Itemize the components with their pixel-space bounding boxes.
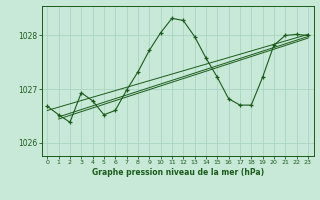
X-axis label: Graphe pression niveau de la mer (hPa): Graphe pression niveau de la mer (hPa) xyxy=(92,168,264,177)
